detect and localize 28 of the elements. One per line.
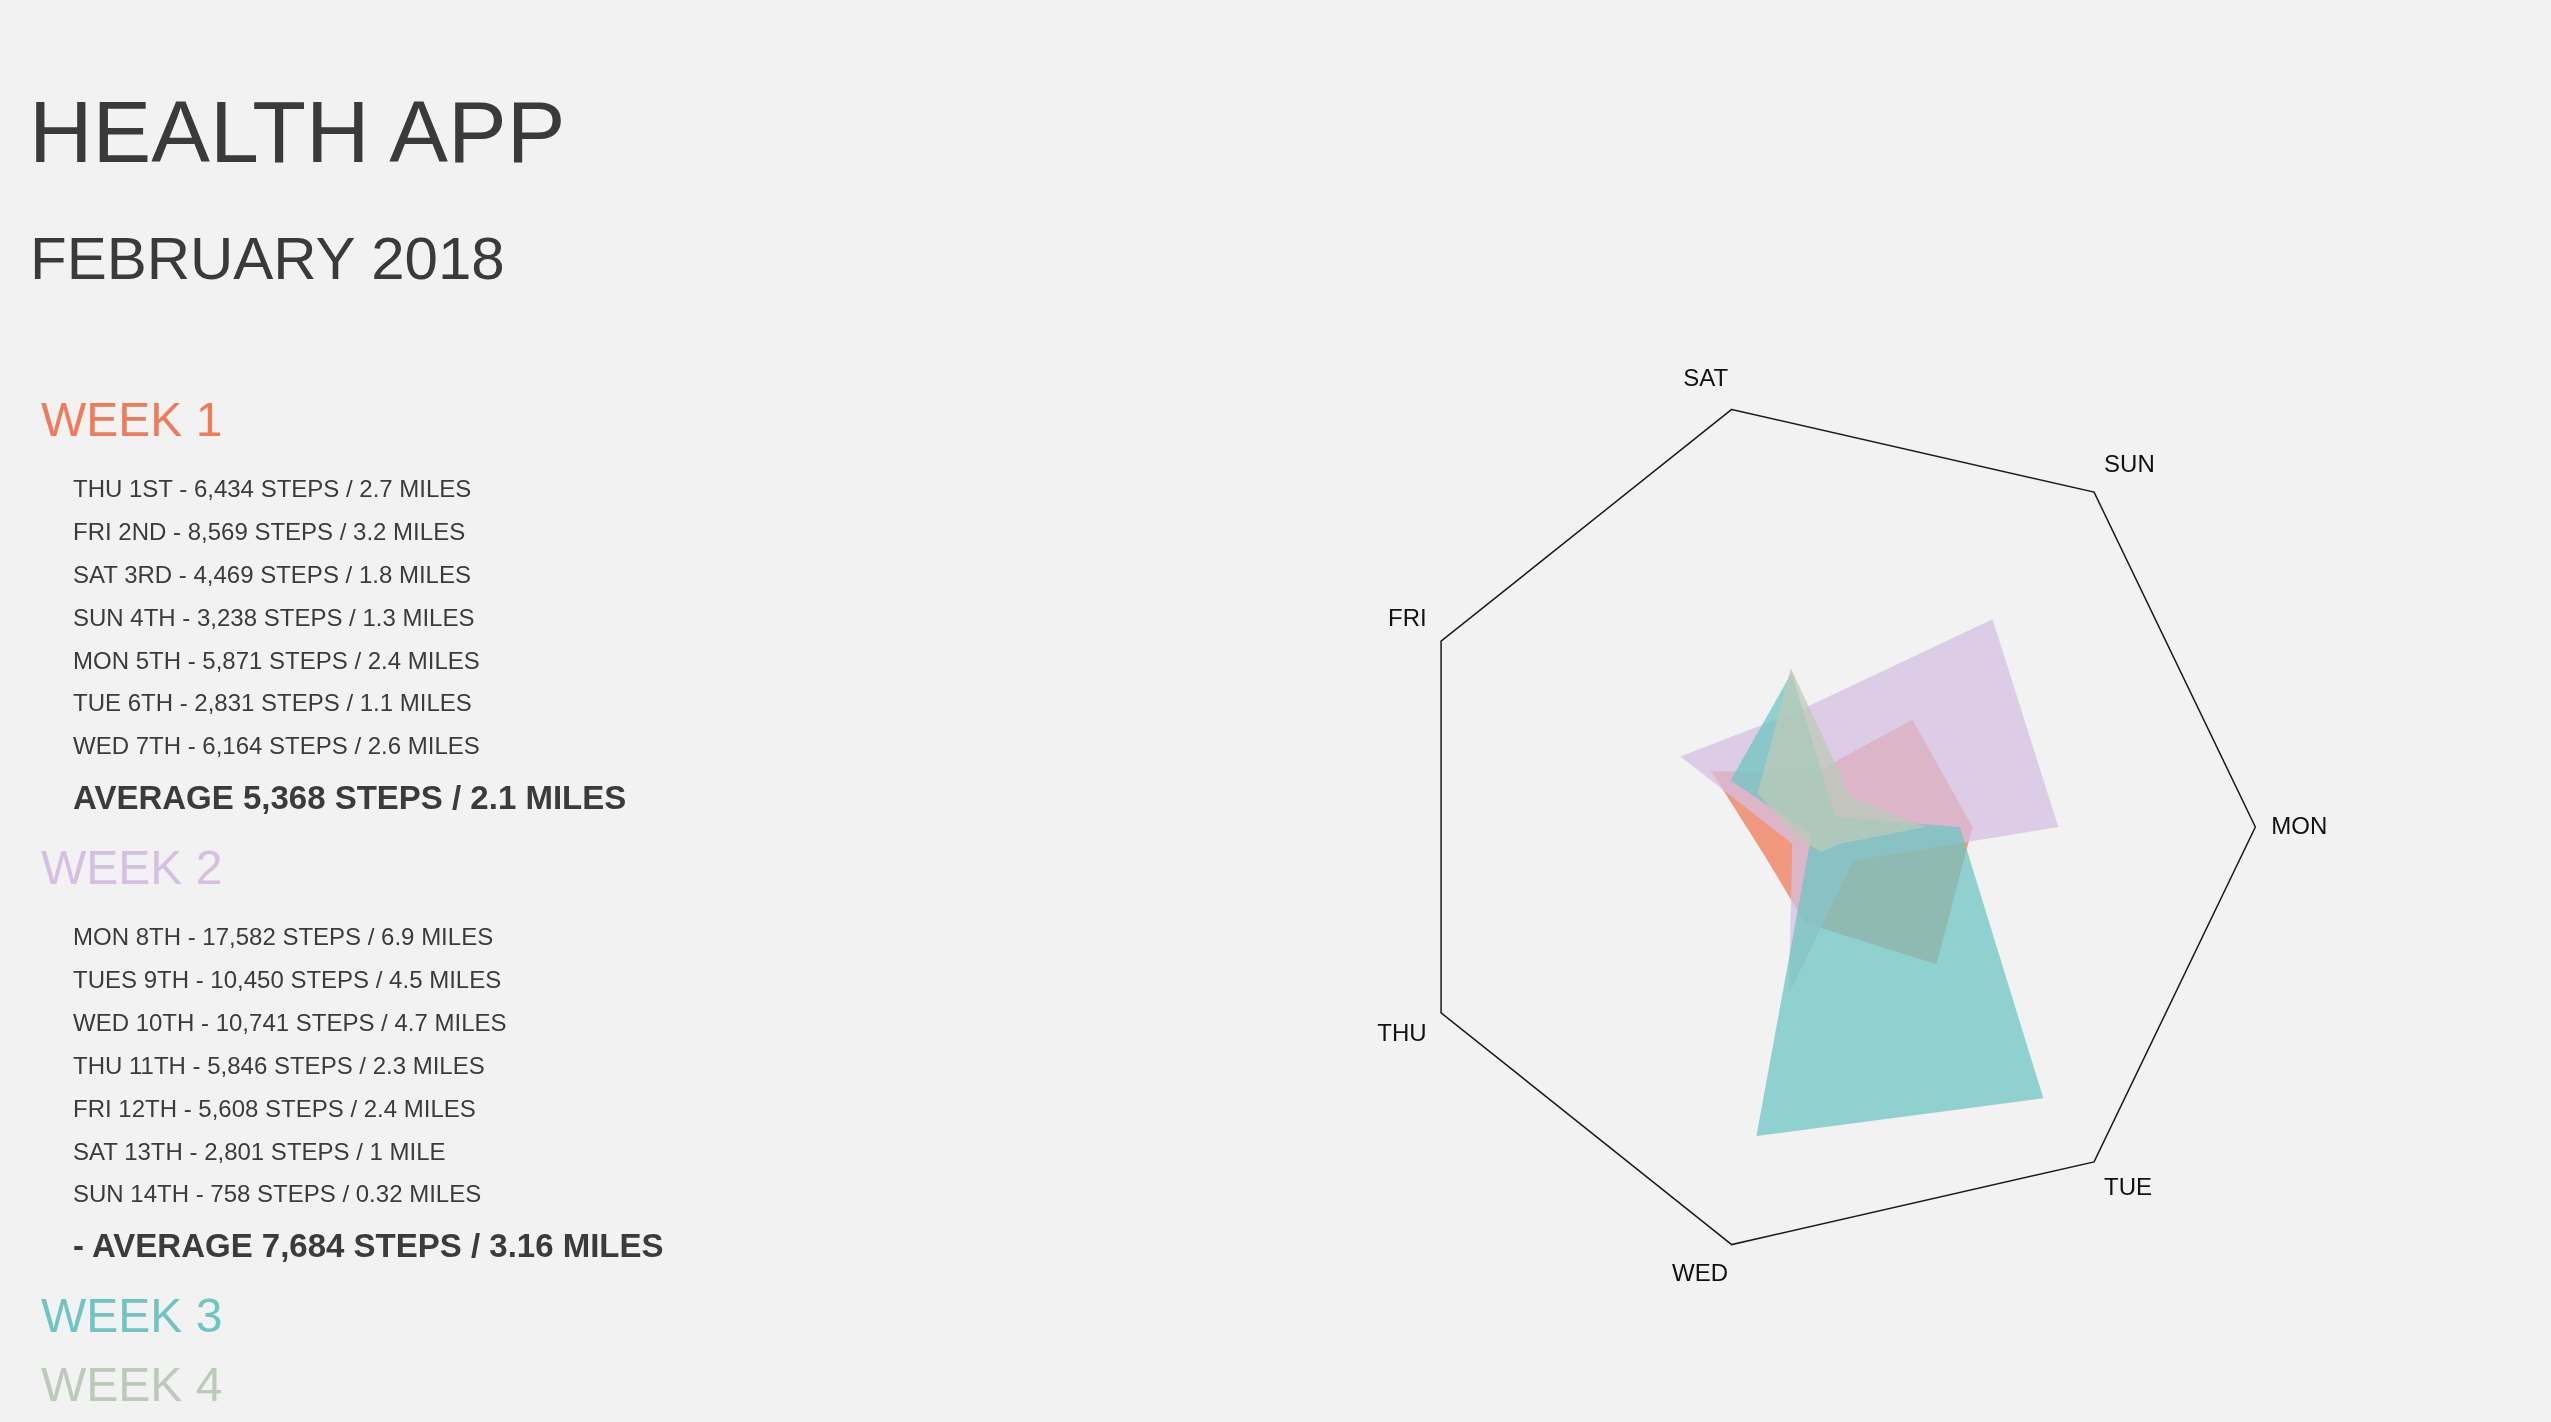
spoke-label: SUN bbox=[2103, 450, 2155, 478]
text: TUE 6TH - 2,831 STEPS / 1.1 MILES bbox=[73, 689, 472, 717]
text: MON 8TH - 17,582 STEPS / 6.9 MILES bbox=[73, 923, 494, 951]
spoke-label: TUE bbox=[2103, 1173, 2152, 1201]
text: AVERAGE 5,368 STEPS / 2.1 MILES bbox=[73, 778, 627, 816]
text: MON 5TH - 5,871 STEPS / 2.4 MILES bbox=[73, 646, 480, 674]
text: SAT 3RD - 4,469 STEPS / 1.8 MILES bbox=[73, 560, 471, 588]
text: FRI 2ND - 8,569 STEPS / 3.2 MILES bbox=[73, 518, 466, 546]
spoke-label: FRI bbox=[1387, 604, 1427, 632]
text: FRI 12TH - 5,608 STEPS / 2.4 MILES bbox=[73, 1094, 476, 1122]
text: WED 7TH - 6,164 STEPS / 2.6 MILES bbox=[73, 732, 480, 760]
text: WEEK 1 bbox=[41, 392, 223, 446]
text: SUN 4TH - 3,238 STEPS / 1.3 MILES bbox=[73, 603, 475, 631]
spoke-label: THU bbox=[1376, 1019, 1427, 1047]
text: THU 11TH - 5,846 STEPS / 2.3 MILES bbox=[73, 1051, 485, 1079]
chart-title: HEALTH APP bbox=[29, 81, 566, 181]
chart-subtitle: FEBRUARY 2018 bbox=[30, 225, 505, 293]
spoke-label: SAT bbox=[1682, 364, 1729, 392]
text: WED 10TH - 10,741 STEPS / 4.7 MILES bbox=[73, 1008, 507, 1036]
spoke-label: MON bbox=[2270, 811, 2327, 839]
text: WEEK 3 bbox=[41, 1289, 223, 1343]
text: SAT 13TH - 2,801 STEPS / 1 MILE bbox=[73, 1137, 446, 1165]
text: - AVERAGE 7,684 STEPS / 3.16 MILES bbox=[73, 1226, 664, 1264]
spoke-label: WED bbox=[1671, 1259, 1728, 1287]
text: WEEK 4 bbox=[41, 1358, 223, 1412]
text: SUN 14TH - 758 STEPS / 0.32 MILES bbox=[73, 1180, 482, 1208]
text: TUES 9TH - 10,450 STEPS / 4.5 MILES bbox=[73, 966, 502, 994]
text: THU 1ST - 6,434 STEPS / 2.7 MILES bbox=[73, 475, 472, 503]
